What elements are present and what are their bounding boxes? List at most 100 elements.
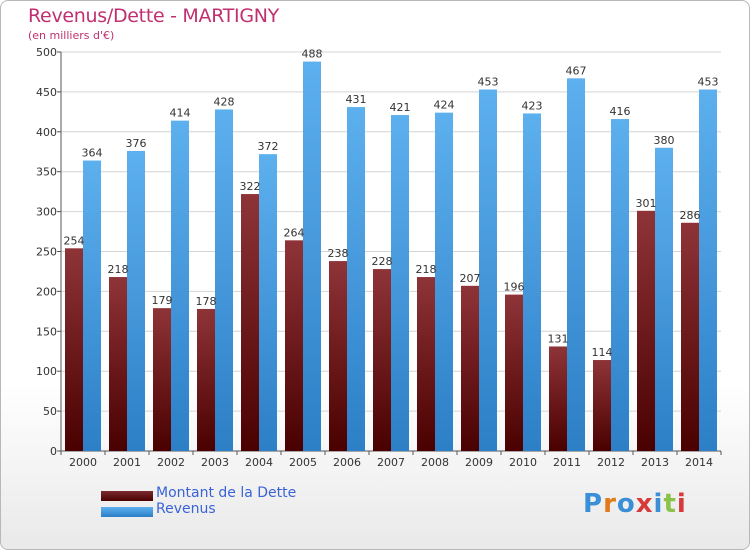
x-tick-label: 2004 [245,456,273,469]
data-label-revenue-2004: 372 [258,140,279,153]
bar-revenue-2011 [567,78,585,452]
x-tick-label: 2011 [553,456,581,469]
data-label-revenue-2001: 376 [126,137,147,150]
bar-revenue-2004 [259,154,277,452]
proxiti-logo: Proxiti [583,489,687,519]
data-label-debt-2006: 238 [328,247,349,260]
data-label-debt-2000: 254 [64,234,85,247]
x-tick-label: 2013 [641,456,669,469]
x-tick-label: 2012 [597,456,625,469]
data-label-debt-2011: 131 [548,332,569,345]
bars [65,61,717,452]
x-tick-label: 2001 [113,456,141,469]
data-label-revenue-2000: 364 [82,147,103,160]
bar-debt-2011 [549,346,567,451]
data-label-revenue-2013: 380 [654,134,675,147]
bar-debt-2000 [65,248,83,451]
data-label-revenue-2005: 488 [302,48,323,61]
data-label-debt-2004: 322 [240,180,261,193]
y-tick-label: 400 [36,126,57,139]
bar-revenue-2010 [523,113,541,452]
y-tick-label: 150 [36,325,57,338]
data-label-debt-2012: 114 [592,346,613,359]
legend-label-debt: Montant de la Dette [156,485,297,501]
bar-revenue-2000 [83,160,101,451]
chart-subtitle: (en milliers d'€) [28,29,115,42]
data-label-debt-2009: 207 [460,272,481,285]
bar-debt-2009 [461,285,479,451]
logo-letter: x [635,489,654,519]
data-label-revenue-2007: 421 [390,101,411,114]
data-label-revenue-2006: 431 [346,93,367,106]
data-label-debt-2014: 286 [680,209,701,222]
axes: 0 50 100 150 200 250 300 350 400 450 500 2000 2001 20… [36,46,722,469]
bar-revenue-2001 [127,150,145,451]
data-labels: 254 364 218 376 179 414 178 428 322 372 264 488 238 4… [64,48,719,359]
bar-revenue-2008 [435,112,453,451]
x-tick-label: 2007 [377,456,405,469]
x-tick-label: 2008 [421,456,449,469]
y-tick-label: 450 [36,86,57,99]
logo-letter: t [663,489,677,519]
data-label-revenue-2009: 453 [478,76,499,89]
data-label-debt-2002: 179 [152,294,173,307]
bar-debt-2012 [593,360,611,451]
bar-revenue-2002 [171,120,189,452]
y-tick-label: 100 [36,365,57,378]
bar-revenue-2005 [303,61,321,452]
y-tick-label: 250 [36,246,57,259]
x-tick-label: 2006 [333,456,361,469]
legend-swatch-revenue [101,507,153,517]
legend-label-revenue: Revenus [156,501,216,517]
bar-debt-2002 [153,308,171,451]
bar-debt-2005 [285,240,303,451]
data-label-revenue-2011: 467 [566,64,587,77]
data-label-debt-2007: 228 [372,255,393,268]
legend-swatch-debt [101,491,153,501]
data-label-debt-2001: 218 [108,263,129,276]
bar-revenue-2009 [479,89,497,452]
data-label-revenue-2010: 423 [522,99,543,112]
y-tick-label: 0 [50,445,57,458]
logo-letter: P [583,489,604,519]
bar-revenue-2003 [215,109,233,452]
x-tick-label: 2000 [69,456,97,469]
data-label-debt-2013: 301 [636,197,657,210]
y-tick-label: 50 [43,405,57,418]
bar-debt-2013 [637,210,655,451]
bar-revenue-2014 [699,89,717,452]
bar-revenue-2012 [611,119,629,452]
bar-debt-2007 [373,269,391,451]
bar-debt-2014 [681,222,699,451]
logo-letter: o [616,489,636,519]
data-label-revenue-2012: 416 [610,105,631,118]
x-tick-label: 2010 [509,456,537,469]
bar-debt-2008 [417,277,435,451]
data-label-revenue-2008: 424 [434,99,455,112]
data-label-revenue-2002: 414 [170,107,191,120]
x-tick-label: 2005 [289,456,317,469]
bar-debt-2003 [197,308,215,451]
y-tick-label: 500 [36,46,57,59]
x-tick-label: 2003 [201,456,229,469]
x-tick-label: 2002 [157,456,185,469]
data-label-revenue-2014: 453 [698,76,719,89]
bar-debt-2010 [505,294,523,451]
data-label-debt-2003: 178 [196,295,217,308]
y-tick-label: 300 [36,206,57,219]
logo-letter: i [653,489,664,519]
bar-revenue-2006 [347,107,365,451]
x-tick-label: 2014 [685,456,713,469]
x-tick-label: 2009 [465,456,493,469]
logo-letter: i [676,489,687,519]
chart-title: Revenus/Dette - MARTIGNY [28,5,279,27]
logo-letter: r [603,489,617,519]
y-tick-label: 350 [36,166,57,179]
data-label-revenue-2003: 428 [214,95,235,108]
y-tick-label: 200 [36,285,57,298]
data-label-debt-2008: 218 [416,263,437,276]
bar-debt-2006 [329,261,347,451]
bar-revenue-2007 [391,115,409,452]
